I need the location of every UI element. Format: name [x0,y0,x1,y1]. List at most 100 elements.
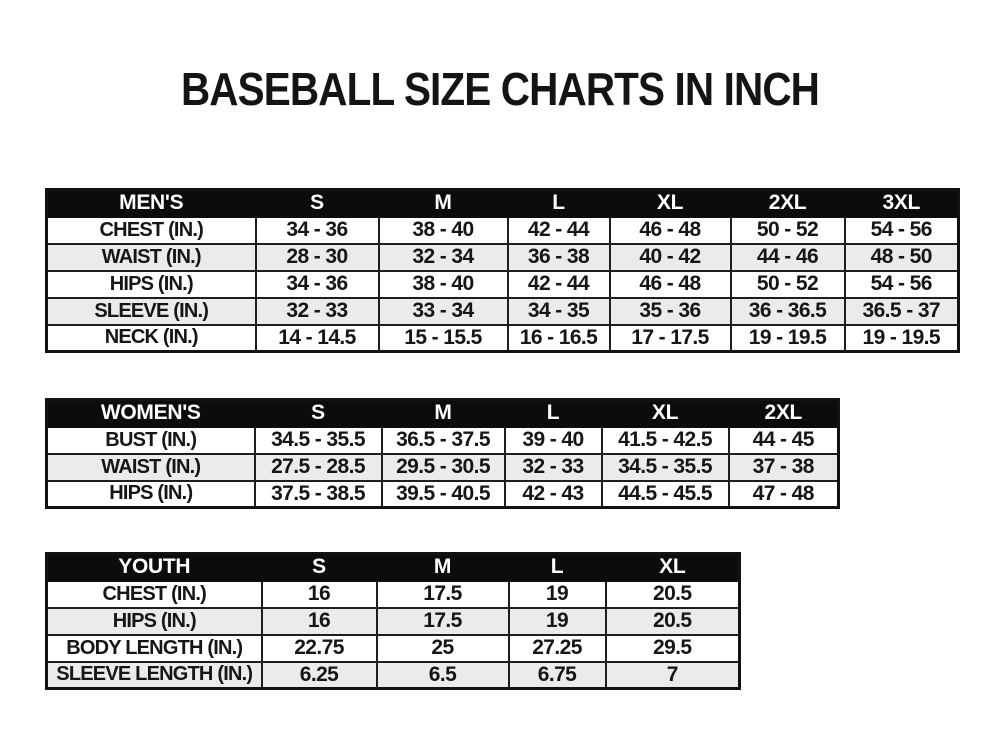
size-value: 25 [375,633,510,663]
table-row: NECK (IN.) 14 - 14.5 15 - 15.5 16 - 16.5 17 … [45,323,960,353]
measurement-label: HIPS (IN.) [45,606,263,636]
size-value: 19 - 19.5 [729,323,846,353]
size-value: 20.5 [604,579,741,609]
size-value: 29.5 [604,633,741,663]
size-value: 33 - 34 [377,296,509,326]
table-row: HIPS (IN.) 34 - 36 38 - 40 42 - 44 46 - 48 50… [45,269,960,299]
page-title: BASEBALL SIZE CHARTS IN INCH [180,63,820,115]
table-row: HIPS (IN.) 37.5 - 38.5 39.5 - 40.5 42 - 43 4… [45,479,840,509]
measurement-label: SLEEVE (IN.) [45,296,257,326]
size-column-header: M [375,552,510,582]
size-value: 32 - 33 [503,452,603,482]
size-value: 20.5 [604,606,741,636]
size-column-header: M [380,398,506,428]
measurement-label: BUST (IN.) [45,425,256,455]
size-column-header: L [503,398,603,428]
size-value: 27.5 - 28.5 [253,452,383,482]
measurement-label: BODY LENGTH (IN.) [45,633,263,663]
size-value: 41.5 - 42.5 [600,425,730,455]
table-row: CHEST (IN.) 16 17.5 19 20.5 [45,579,741,609]
size-value: 37 - 38 [727,452,840,482]
measurement-label: NECK (IN.) [45,323,257,353]
size-value: 34 - 35 [506,296,611,326]
size-value: 19 [507,606,607,636]
size-value: 42 - 43 [503,479,603,509]
table-row: SLEEVE LENGTH (IN.) 6.25 6.5 6.75 7 [45,660,741,690]
size-column-header: 2XL [729,188,846,218]
table-row: SLEEVE (IN.) 32 - 33 33 - 34 34 - 35 35 - 36… [45,296,960,326]
size-value: 16 [260,579,378,609]
measurement-label: SLEEVE LENGTH (IN.) [45,660,263,690]
size-value: 15 - 15.5 [377,323,509,353]
size-value: 42 - 44 [506,269,611,299]
size-value: 7 [604,660,741,690]
size-value: 34.5 - 35.5 [253,425,383,455]
size-column-header: 3XL [843,188,960,218]
size-value: 50 - 52 [729,215,846,245]
size-value: 19 [507,579,607,609]
size-value: 36.5 - 37 [843,296,960,326]
youth-size-table: YOUTH S M L XL CHEST (IN.) 16 17.5 19 20.5 HIPS (… [45,552,741,690]
mens-size-table: MEN'S S M L XL 2XL 3XL CHEST (IN.) 34 - 36 38 - … [45,188,960,353]
size-value: 17 - 17.5 [608,323,732,353]
size-value: 44 - 46 [729,242,846,272]
size-value: 44 - 45 [727,425,840,455]
size-value: 6.75 [507,660,607,690]
size-value: 36 - 36.5 [729,296,846,326]
measurement-label: CHEST (IN.) [45,215,257,245]
size-value: 6.5 [375,660,510,690]
table-group-header: MEN'S [45,188,257,218]
table-header-row: MEN'S S M L XL 2XL 3XL [45,188,960,218]
youth-size-chart-section: YOUTH S M L XL CHEST (IN.) 16 17.5 19 20.5 HIPS (… [45,552,741,690]
mens-size-chart-section: MEN'S S M L XL 2XL 3XL CHEST (IN.) 34 - 36 38 - … [45,188,960,353]
size-value: 34 - 36 [254,269,380,299]
size-column-header: S [254,188,380,218]
size-value: 16 - 16.5 [506,323,611,353]
size-value: 19 - 19.5 [843,323,960,353]
table-header-row: WOMEN'S S M L XL 2XL [45,398,840,428]
size-column-header: XL [604,552,741,582]
size-column-header: 2XL [727,398,840,428]
size-value: 38 - 40 [377,269,509,299]
size-value: 37.5 - 38.5 [253,479,383,509]
size-value: 6.25 [260,660,378,690]
womens-size-chart-section: WOMEN'S S M L XL 2XL BUST (IN.) 34.5 - 35.5 36.… [45,398,840,509]
size-value: 42 - 44 [506,215,611,245]
size-value: 29.5 - 30.5 [380,452,506,482]
size-value: 22.75 [260,633,378,663]
size-value: 44.5 - 45.5 [600,479,730,509]
table-header-row: YOUTH S M L XL [45,552,741,582]
size-column-header: XL [608,188,732,218]
size-value: 39.5 - 40.5 [380,479,506,509]
size-value: 36.5 - 37.5 [380,425,506,455]
size-value: 16 [260,606,378,636]
size-value: 54 - 56 [843,215,960,245]
table-row: BODY LENGTH (IN.) 22.75 25 27.25 29.5 [45,633,741,663]
size-value: 32 - 34 [377,242,509,272]
measurement-label: WAIST (IN.) [45,242,257,272]
size-value: 40 - 42 [608,242,732,272]
size-value: 46 - 48 [608,269,732,299]
womens-size-table: WOMEN'S S M L XL 2XL BUST (IN.) 34.5 - 35.5 36.… [45,398,840,509]
size-value: 48 - 50 [843,242,960,272]
size-column-header: S [253,398,383,428]
table-group-header: YOUTH [45,552,263,582]
size-column-header: S [260,552,378,582]
size-column-header: L [506,188,611,218]
size-value: 27.25 [507,633,607,663]
size-value: 36 - 38 [506,242,611,272]
size-value: 34 - 36 [254,215,380,245]
table-row: CHEST (IN.) 34 - 36 38 - 40 42 - 44 46 - 48 5… [45,215,960,245]
size-value: 54 - 56 [843,269,960,299]
table-row: BUST (IN.) 34.5 - 35.5 36.5 - 37.5 39 - 40 4… [45,425,840,455]
size-value: 46 - 48 [608,215,732,245]
size-value: 14 - 14.5 [254,323,380,353]
table-row: WAIST (IN.) 27.5 - 28.5 29.5 - 30.5 32 - 33… [45,452,840,482]
size-value: 17.5 [375,606,510,636]
size-column-header: XL [600,398,730,428]
size-column-header: L [507,552,607,582]
size-value: 35 - 36 [608,296,732,326]
table-row: HIPS (IN.) 16 17.5 19 20.5 [45,606,741,636]
size-column-header: M [377,188,509,218]
